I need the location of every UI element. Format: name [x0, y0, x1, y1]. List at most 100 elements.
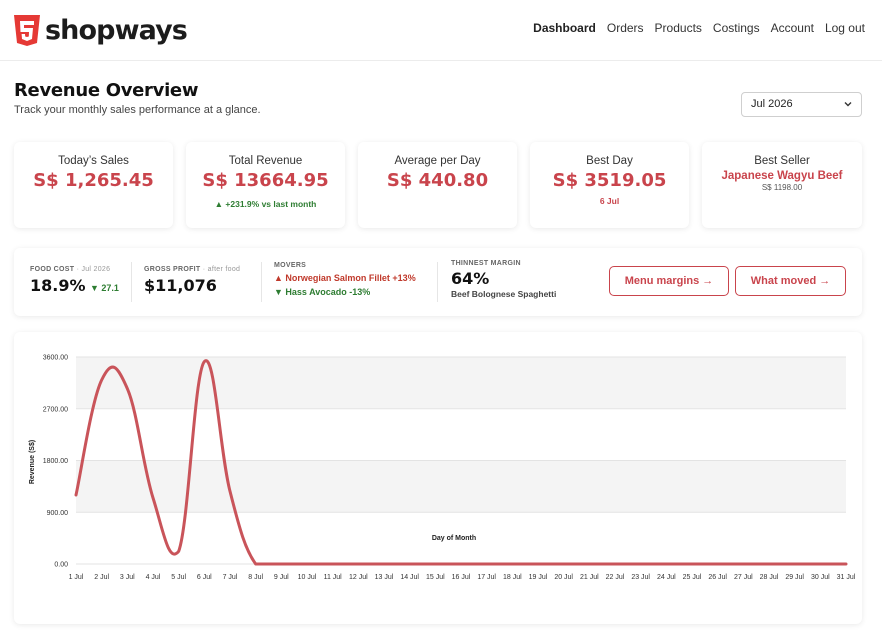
- best-day-label: Best Day: [586, 155, 633, 167]
- food-cost-label: FOOD COST: [30, 266, 75, 273]
- divider: [437, 262, 438, 302]
- chevron-down-icon: [844, 102, 852, 107]
- grid-band: [76, 460, 846, 513]
- best-seller-name: Japanese Wagyu Beef: [721, 170, 843, 182]
- grid-band: [76, 357, 846, 409]
- x-tick-label: 29 Jul: [785, 574, 804, 581]
- x-tick-label: 23 Jul: [631, 574, 650, 581]
- page-subtitle: Track your monthly sales performance at …: [14, 104, 261, 116]
- divider: [131, 262, 132, 302]
- revenue-chart-card: 0.00 900.00 1800.00 2700.00 3600.00 1 Jul 2 J…: [14, 332, 862, 624]
- x-tick-label: 20 Jul: [554, 574, 573, 581]
- shopways-logo-icon: [14, 15, 40, 46]
- average-per-day-value: S$ 440.80: [386, 170, 489, 191]
- y-axis-label: Revenue (S$): [29, 440, 36, 484]
- x-tick-label: 25 Jul: [683, 574, 702, 581]
- total-revenue-label: Total Revenue: [228, 155, 303, 167]
- thinnest-margin-block: THINNEST MARGIN 64% Beef Bolognese Spagh…: [451, 248, 591, 316]
- x-tick-label: 6 Jul: [197, 574, 212, 581]
- x-tick-label: 18 Jul: [503, 574, 522, 581]
- nav-account[interactable]: Account: [770, 21, 814, 35]
- total-revenue-change: ▲ +231.9% vs last month: [214, 199, 317, 209]
- menu-margins-button[interactable]: Menu margins →: [609, 266, 729, 296]
- top-navbar: shopways Dashboard Orders Products Costi…: [0, 0, 882, 61]
- nav-log-out[interactable]: Log out: [824, 21, 865, 35]
- month-select[interactable]: Jul 2026: [741, 92, 862, 117]
- x-tick-label: 3 Jul: [120, 574, 135, 581]
- gross-profit-block: GROSS PROFIT · after food $11,076: [144, 248, 264, 316]
- y-tick-label: 1800.00: [43, 458, 68, 465]
- todays-sales-value: S$ 1,265.45: [33, 170, 154, 191]
- x-tick-label: 24 Jul: [657, 574, 676, 581]
- brand-logo[interactable]: shopways: [12, 13, 188, 47]
- brand-name: shopways: [45, 14, 188, 46]
- food-cost-period: · Jul 2026: [76, 266, 111, 273]
- average-per-day-label: Average per Day: [394, 155, 481, 167]
- best-seller-price: S$ 1198.00: [761, 183, 803, 192]
- x-tick-label: 26 Jul: [708, 574, 727, 581]
- best-day-date: 6 Jul: [599, 196, 620, 206]
- nav-dashboard[interactable]: Dashboard: [533, 21, 596, 35]
- x-tick-label: 28 Jul: [760, 574, 779, 581]
- nav-costings[interactable]: Costings: [712, 21, 760, 35]
- revenue-series-line: [74, 359, 848, 566]
- x-tick-label: 4 Jul: [146, 574, 161, 581]
- x-tick-label: 17 Jul: [477, 574, 496, 581]
- x-tick-label: 31 Jul: [837, 574, 856, 581]
- food-cost-block: FOOD COST · Jul 2026 18.9% ▼ 27.1: [30, 248, 130, 316]
- x-tick-label: 16 Jul: [452, 574, 471, 581]
- average-per-day-card: Average per Day S$ 440.80: [358, 142, 517, 228]
- y-tick-label: 3600.00: [43, 355, 68, 362]
- y-tick-label: 2700.00: [43, 406, 68, 413]
- mover-up: ▲ Norwegian Salmon Fillet +13%: [274, 273, 416, 283]
- revenue-line-chart: 0.00 900.00 1800.00 2700.00 3600.00 1 Jul 2 J…: [29, 355, 856, 582]
- page-title: Revenue Overview: [14, 80, 199, 101]
- month-select-value: Jul 2026: [751, 98, 793, 110]
- x-tick-label: 5 Jul: [171, 574, 186, 581]
- thinnest-margin-item: Beef Bolognese Spaghetti: [451, 289, 557, 299]
- food-cost-delta: ▼ 27.1: [89, 283, 119, 293]
- main-nav: Dashboard Orders Products Costings Accou…: [533, 21, 865, 35]
- food-cost-value: 18.9%: [30, 276, 86, 295]
- x-tick-label: 9 Jul: [274, 574, 289, 581]
- x-tick-label: 22 Jul: [606, 574, 625, 581]
- total-revenue-card: Total Revenue S$ 13664.95 ▲ +231.9% vs l…: [186, 142, 345, 228]
- x-tick-label: 1 Jul: [69, 574, 84, 581]
- y-tick-label: 900.00: [47, 510, 69, 517]
- what-moved-button[interactable]: What moved →: [735, 266, 846, 296]
- best-day-card: Best Day S$ 3519.05 6 Jul: [530, 142, 689, 228]
- x-tick-label: 12 Jul: [349, 574, 368, 581]
- gross-profit-qualifier: · after food: [202, 266, 241, 273]
- x-tick-label: 11 Jul: [324, 574, 343, 581]
- todays-sales-card: Today’s Sales S$ 1,265.45: [14, 142, 173, 228]
- x-tick-label: 2 Jul: [94, 574, 109, 581]
- x-tick-label: 10 Jul: [298, 574, 317, 581]
- thinnest-margin-value: 64%: [451, 269, 490, 288]
- divider: [261, 262, 262, 302]
- x-axis-label: Day of Month: [432, 535, 476, 542]
- x-tick-label: 7 Jul: [223, 574, 238, 581]
- nav-products[interactable]: Products: [654, 21, 702, 35]
- thinnest-margin-label: THINNEST MARGIN: [451, 260, 521, 267]
- todays-sales-label: Today’s Sales: [58, 155, 129, 167]
- summary-strip: FOOD COST · Jul 2026 18.9% ▼ 27.1 GROSS …: [14, 248, 862, 316]
- x-tick-label: 30 Jul: [811, 574, 830, 581]
- movers-label: MOVERS: [274, 262, 307, 269]
- movers-block: MOVERS ▲ Norwegian Salmon Fillet +13% ▼ …: [274, 248, 439, 316]
- total-revenue-value: S$ 13664.95: [202, 170, 329, 191]
- gross-profit-label: GROSS PROFIT: [144, 266, 201, 273]
- mover-down: ▼ Hass Avocado -13%: [274, 287, 371, 297]
- y-tick-label: 0.00: [54, 562, 68, 569]
- best-seller-card: Best Seller Japanese Wagyu Beef S$ 1198.…: [702, 142, 862, 228]
- x-tick-label: 21 Jul: [580, 574, 599, 581]
- x-tick-label: 15 Jul: [426, 574, 445, 581]
- nav-orders[interactable]: Orders: [606, 21, 644, 35]
- best-seller-label: Best Seller: [754, 155, 810, 167]
- x-tick-label: 14 Jul: [400, 574, 419, 581]
- x-tick-label: 13 Jul: [375, 574, 394, 581]
- x-tick-label: 19 Jul: [529, 574, 548, 581]
- gross-profit-value: $11,076: [144, 276, 217, 295]
- x-tick-label: 27 Jul: [734, 574, 753, 581]
- x-tick-label: 8 Jul: [248, 574, 263, 581]
- best-day-value: S$ 3519.05: [552, 170, 667, 191]
